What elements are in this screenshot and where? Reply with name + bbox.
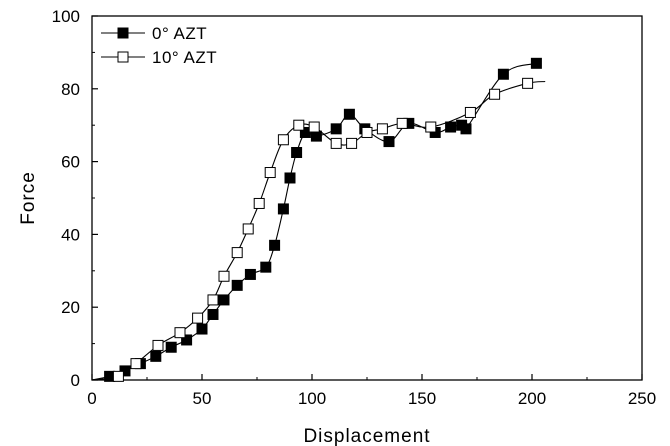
x-tick-label: 200 <box>518 389 546 408</box>
data-point <box>522 77 534 89</box>
data-point <box>260 261 272 273</box>
axis-ticks <box>91 15 643 381</box>
data-point <box>445 121 457 133</box>
series-layer <box>91 57 546 382</box>
data-point <box>231 247 243 259</box>
y-tick-label: 100 <box>52 7 80 26</box>
data-point <box>330 137 342 149</box>
data-point <box>464 106 476 118</box>
data-point <box>396 117 408 129</box>
data-point <box>330 123 342 135</box>
y-tick-label: 0 <box>71 371 80 390</box>
legend-marker <box>117 27 129 39</box>
legend-label: 0° AZT <box>152 24 207 43</box>
y-tick-label: 40 <box>61 225 80 244</box>
data-point <box>343 108 355 120</box>
data-point <box>530 57 542 69</box>
data-point <box>196 323 208 335</box>
data-point <box>112 370 124 382</box>
data-point <box>489 88 501 100</box>
data-point <box>277 203 289 215</box>
data-point <box>284 172 296 184</box>
x-axis-title: Displacement <box>303 426 430 446</box>
x-tick-label: 250 <box>628 389 656 408</box>
series-1 <box>91 57 542 382</box>
series-2 <box>91 77 546 382</box>
data-point <box>264 167 276 179</box>
data-point <box>244 268 256 280</box>
data-point <box>293 119 305 131</box>
data-point <box>376 123 388 135</box>
data-point <box>192 312 204 324</box>
data-point <box>308 121 320 133</box>
data-point <box>218 294 230 306</box>
data-point <box>207 294 219 306</box>
data-point <box>165 341 177 353</box>
data-point <box>174 327 186 339</box>
x-tick-label: 0 <box>87 389 96 408</box>
data-point <box>152 339 164 351</box>
data-point <box>130 358 142 370</box>
data-point <box>277 134 289 146</box>
data-point <box>346 137 358 149</box>
y-tick-label: 20 <box>61 298 80 317</box>
data-point <box>383 136 395 148</box>
data-point <box>425 121 437 133</box>
x-tick-label: 100 <box>298 389 326 408</box>
y-axis-title: Force <box>18 171 39 225</box>
data-point <box>361 126 373 138</box>
x-tick-label: 50 <box>193 389 212 408</box>
data-point <box>218 270 230 282</box>
y-tick-label: 80 <box>61 80 80 99</box>
data-point <box>460 123 472 135</box>
data-point <box>291 147 303 158</box>
x-tick-label: 150 <box>408 389 436 408</box>
data-point <box>242 223 254 235</box>
data-point <box>207 308 219 320</box>
legend-label: 10° AZT <box>152 48 217 67</box>
legend-marker <box>117 51 129 63</box>
data-point <box>253 197 265 209</box>
data-point <box>150 350 162 362</box>
plot-frame <box>91 15 643 381</box>
tick-labels: 0 50 100 150 200 250 0 20 40 60 80 100 <box>52 7 657 408</box>
legend: 0° AZT 10° AZT <box>101 24 217 67</box>
data-point <box>181 334 193 346</box>
data-point <box>231 279 243 291</box>
data-point <box>269 239 281 251</box>
data-point <box>310 130 322 142</box>
data-point <box>497 68 509 80</box>
y-tick-label: 60 <box>61 153 80 172</box>
